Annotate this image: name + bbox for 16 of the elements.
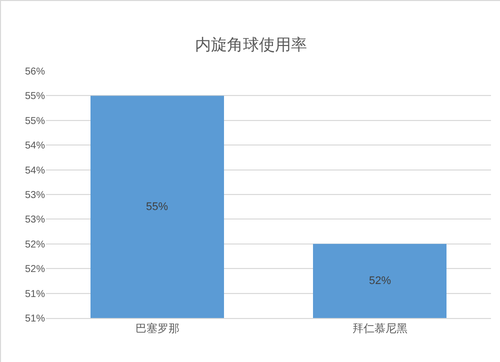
y-tick-label: 51%: [24, 314, 46, 324]
y-tick-label: 56%: [24, 66, 46, 78]
y-tick-label: 54%: [24, 165, 46, 176]
y-tick-label: 53%: [24, 214, 46, 226]
x-tick-label: 巴塞罗那: [135, 322, 180, 336]
y-tick-label: 52%: [24, 239, 46, 250]
data-label: 52%: [369, 275, 392, 287]
y-tick-label: 52%: [24, 264, 46, 276]
y-tick-label: 53%: [24, 190, 46, 201]
y-tick-label: 55%: [24, 91, 46, 102]
y-tick-label: 55%: [24, 116, 46, 127]
y-tick-label: 54%: [24, 140, 46, 152]
data-label: 55%: [146, 201, 168, 213]
x-tick-label: 拜仁慕尼黑: [352, 322, 408, 336]
chart-title: 内旋角球使用率: [195, 36, 307, 54]
y-tick-label: 51%: [24, 288, 46, 300]
